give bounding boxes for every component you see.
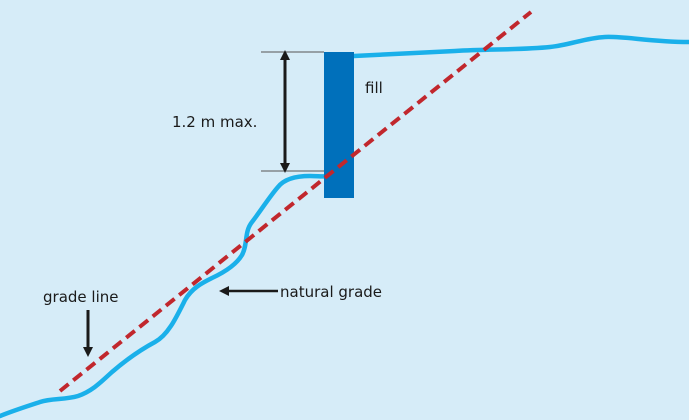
grade-line — [58, 10, 533, 393]
natural-grade-label: natural grade — [280, 283, 382, 301]
fill-label: fill — [365, 79, 383, 97]
grade-line-label: grade line — [43, 288, 118, 306]
dimension-label: 1.2 m max. — [172, 113, 257, 131]
natural-grade-curve — [0, 173, 330, 419]
fill-surface-curve — [351, 34, 689, 59]
